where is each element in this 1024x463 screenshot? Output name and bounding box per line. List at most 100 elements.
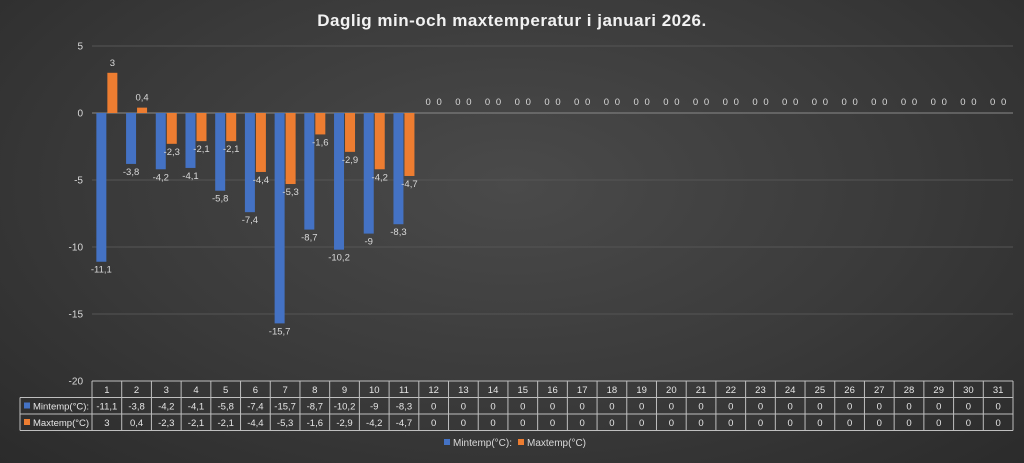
- table-cell-value: 0: [698, 418, 703, 429]
- table-cell-value: 0: [877, 418, 882, 429]
- max-temp-data-label: 0: [496, 97, 501, 108]
- y-tick-label: -20: [69, 377, 84, 388]
- min-temp-data-label: 0: [574, 97, 579, 108]
- table-cell-value: 0: [550, 418, 555, 429]
- table-cell-value: 0: [490, 402, 495, 413]
- table-series-name: Mintemp(°C):: [33, 402, 89, 413]
- category-label: 8: [312, 385, 317, 396]
- max-temp-bar: [374, 113, 385, 170]
- max-temp-data-label: 0: [674, 97, 679, 108]
- min-temp-data-label: 0: [604, 97, 609, 108]
- max-temp-data-label: -2,3: [164, 147, 180, 158]
- table-cell-value: 0: [490, 418, 495, 429]
- min-temp-data-label: 0: [723, 97, 728, 108]
- max-temp-data-label: 0: [852, 97, 857, 108]
- category-label: 26: [844, 385, 855, 396]
- min-temp-data-label: -11,1: [91, 265, 112, 276]
- legend-entry: Mintemp(°C):: [453, 438, 512, 449]
- table-cell-value: 0: [580, 418, 585, 429]
- category-label: 24: [785, 385, 796, 396]
- table-cell-value: -4,2: [366, 418, 382, 429]
- min-temp-data-label: 0: [455, 97, 460, 108]
- min-temp-data-label: -4,1: [182, 171, 198, 182]
- max-temp-data-label: 0: [437, 97, 442, 108]
- max-temp-data-label: 0: [555, 97, 560, 108]
- min-temp-data-label: -10,2: [328, 253, 350, 264]
- legend: Mintemp(°C): Maxtemp(°C): [444, 438, 586, 449]
- max-temp-data-label: 0: [942, 97, 947, 108]
- max-temp-data-label: -4,4: [253, 175, 269, 186]
- min-temp-data-label: 0: [841, 97, 846, 108]
- min-temp-data-label: 0: [812, 97, 817, 108]
- category-label: 20: [666, 385, 677, 396]
- legend-swatch: [518, 439, 524, 445]
- series-swatch: [24, 419, 30, 425]
- min-temp-data-label: 0: [960, 97, 965, 108]
- min-temp-data-label: -8,7: [301, 233, 317, 244]
- table-cell-value: 0: [877, 402, 882, 413]
- max-temp-data-label: -2,1: [193, 144, 209, 155]
- table-cell-value: -4,2: [158, 402, 174, 413]
- max-temp-bar: [315, 113, 326, 135]
- table-cell-value: 0: [461, 418, 466, 429]
- legend-entry: Maxtemp(°C): [527, 438, 586, 449]
- min-temp-data-label: 0: [633, 97, 638, 108]
- table-cell-value: 0: [906, 418, 911, 429]
- table-cell-value: 0: [728, 418, 733, 429]
- table-cell-value: 0: [906, 402, 911, 413]
- table-cell-value: -2,1: [188, 418, 204, 429]
- min-temp-data-label: -15,7: [269, 326, 291, 337]
- table-cell-value: 0: [580, 402, 585, 413]
- max-temp-data-label: 0: [912, 97, 917, 108]
- category-label: 12: [428, 385, 439, 396]
- table-cell-value: 0: [936, 402, 941, 413]
- category-label: 28: [904, 385, 915, 396]
- max-temp-bar: [137, 107, 148, 113]
- min-temp-data-label: 0: [426, 97, 431, 108]
- max-temp-bar: [285, 113, 296, 185]
- y-tick-label: -5: [74, 176, 83, 187]
- min-temp-data-label: -3,8: [123, 167, 139, 178]
- category-label: 17: [577, 385, 588, 396]
- y-tick-label: -15: [69, 310, 84, 321]
- max-temp-data-label: -5,3: [282, 187, 298, 198]
- category-label: 31: [993, 385, 1004, 396]
- table-cell-value: -5,3: [277, 418, 293, 429]
- max-temp-data-label: 0: [526, 97, 531, 108]
- table-cell-value: -4,1: [188, 402, 204, 413]
- min-temp-data-label: 0: [871, 97, 876, 108]
- max-temp-bar: [255, 113, 266, 172]
- table-cell-value: 0: [639, 402, 644, 413]
- table-cell-value: 0: [461, 402, 466, 413]
- min-temp-data-label: 0: [901, 97, 906, 108]
- table-cell-value: 0: [817, 402, 822, 413]
- table-cell-value: 0: [728, 402, 733, 413]
- category-label: 25: [815, 385, 826, 396]
- table-cell-value: 0: [936, 418, 941, 429]
- category-label: 16: [547, 385, 558, 396]
- table-cell-value: 0: [758, 402, 763, 413]
- table-cell-value: 0: [966, 418, 971, 429]
- min-temp-bar: [185, 113, 196, 168]
- max-temp-data-label: 0: [734, 97, 739, 108]
- min-temp-data-label: -8,3: [390, 227, 406, 238]
- max-temp-data-label: 0: [644, 97, 649, 108]
- category-label: 23: [755, 385, 766, 396]
- category-label: 27: [874, 385, 885, 396]
- table-cell-value: 0: [995, 402, 1000, 413]
- data-labels: -11,1 -3,8 -4,2 -4,1 -5,8 -7,4 -15,7 -8,7 -10,2 -…: [91, 58, 1006, 338]
- category-label: 15: [518, 385, 529, 396]
- min-temp-bar: [244, 113, 255, 213]
- table-cell-value: 0: [550, 402, 555, 413]
- table-cell-value: -8,7: [307, 402, 323, 413]
- legend-swatch: [444, 439, 450, 445]
- max-temp-data-label: 0: [823, 97, 828, 108]
- min-temp-data-label: 0: [515, 97, 520, 108]
- min-temp-data-label: 0: [693, 97, 698, 108]
- table-cell-value: -11,1: [96, 402, 117, 413]
- max-temp-data-label: -4,7: [401, 179, 417, 190]
- category-label: 6: [253, 385, 258, 396]
- table-cell-value: -10,2: [334, 402, 356, 413]
- table-cell-value: -2,3: [158, 418, 174, 429]
- table-cell-value: 0: [788, 418, 793, 429]
